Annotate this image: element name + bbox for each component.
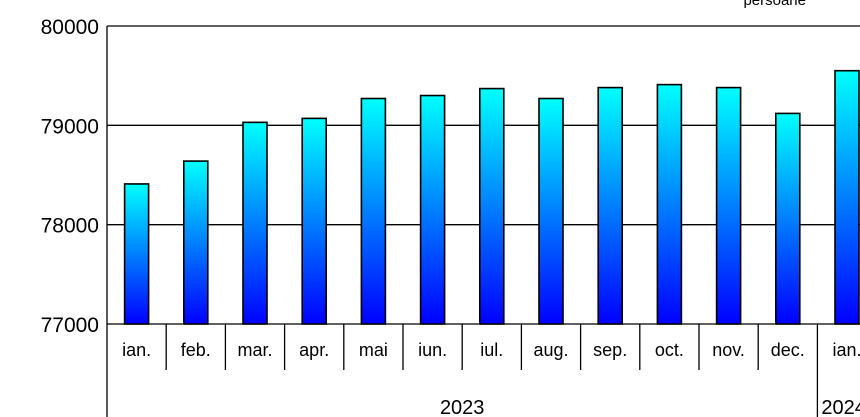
- bar: [183, 160, 209, 325]
- bar: [360, 97, 387, 325]
- x-category-label: feb.: [181, 340, 211, 360]
- bar: [834, 69, 860, 325]
- year-labels: 2023 2024: [440, 397, 860, 417]
- bar: [242, 121, 268, 325]
- x-category-label: mar.: [237, 340, 272, 360]
- x-category-label: sep.: [593, 340, 627, 360]
- bar: [301, 117, 328, 325]
- y-tick-labels: 77000 78000 79000 80000: [41, 16, 99, 337]
- x-category-label: iul.: [480, 340, 503, 360]
- axes: [106, 26, 819, 417]
- y-tick-label: 80000: [41, 16, 99, 39]
- year-label: 2024: [821, 397, 860, 417]
- x-category-label: mai: [359, 340, 388, 360]
- x-category-label: ian.: [832, 340, 860, 360]
- x-category-label: aug.: [533, 340, 568, 360]
- x-category-label: iun.: [418, 340, 447, 360]
- bar: [774, 112, 801, 325]
- x-category-label: dec.: [771, 340, 805, 360]
- x-category-label: nov.: [712, 340, 745, 360]
- x-category-label: ian.: [122, 340, 151, 360]
- bar: [538, 97, 564, 325]
- x-category-labels: ian. feb. mar. apr. mai iun. iul. aug. sep. oct. n…: [122, 340, 860, 360]
- x-category-label: apr.: [299, 340, 329, 360]
- unit-label: persoane: [743, 0, 806, 9]
- y-tick-label: 79000: [41, 115, 99, 138]
- bar: [419, 94, 446, 325]
- y-tick-label: 78000: [41, 215, 99, 238]
- bar: [656, 83, 683, 325]
- bars: [123, 69, 860, 325]
- bar: [715, 86, 742, 325]
- bar: [597, 86, 624, 325]
- bar: [123, 183, 150, 325]
- bar: [478, 87, 505, 325]
- y-tick-label: 77000: [41, 314, 99, 337]
- x-category-label: oct.: [655, 340, 684, 360]
- year-label: 2023: [440, 397, 485, 417]
